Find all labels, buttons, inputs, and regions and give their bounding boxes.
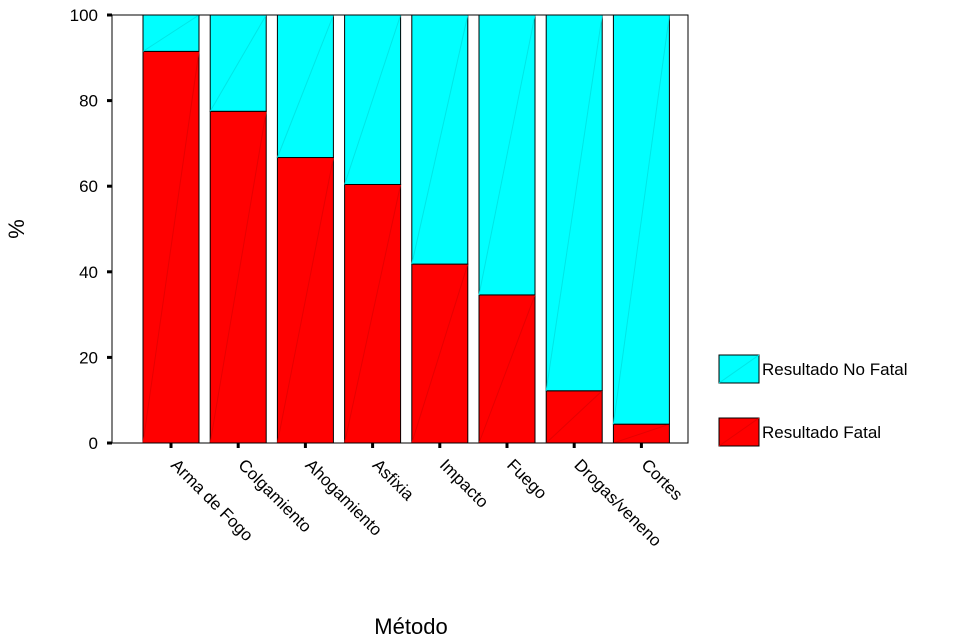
- bar-segment-shade: [612, 14, 670, 425]
- bar-segment-shade: [411, 263, 469, 444]
- bar-segment-shade: [276, 14, 334, 158]
- x-axis-title: Método: [374, 614, 447, 638]
- y-tick-label: 60: [79, 177, 98, 196]
- plot-frame: [111, 14, 689, 444]
- bar-segment-shade: [276, 157, 334, 444]
- x-tick-label: Cortes: [638, 455, 687, 504]
- bar-segment-shade: [209, 111, 267, 444]
- bar-segment-shade: [478, 294, 536, 444]
- x-tick-label: Impacto: [436, 455, 492, 511]
- legend-label: Resultado No Fatal: [762, 360, 908, 379]
- bar-segment-shade: [142, 51, 200, 444]
- x-tick-label: Fuego: [503, 455, 551, 503]
- bar-segment-shade: [545, 390, 603, 444]
- bar-segment-shade: [209, 14, 267, 112]
- bar-segment-shade: [545, 14, 603, 391]
- bar-segment-shade: [613, 423, 670, 444]
- y-tick-label: 100: [70, 6, 98, 25]
- bars-layer: [142, 14, 670, 444]
- legend-swatch-shade: [718, 354, 760, 384]
- x-tick-label: Asfixia: [369, 455, 418, 504]
- y-axis: 0 20 40 60 80 100: [70, 6, 112, 453]
- legend-swatch-shade: [718, 417, 760, 447]
- bar-segment-shade: [411, 14, 469, 265]
- x-axis: Arma de FogoColgamientoAhogamientoAsfixi…: [167, 443, 686, 550]
- y-axis-title: %: [4, 219, 29, 239]
- bar-segment-shade: [142, 14, 200, 52]
- legend-label: Resultado Fatal: [762, 423, 881, 442]
- y-tick-label: 20: [79, 348, 98, 367]
- y-tick-label: 80: [79, 92, 98, 111]
- y-tick-label: 40: [79, 263, 98, 282]
- bar-segment-shade: [344, 184, 402, 444]
- bar-segment-shade: [478, 14, 536, 296]
- bar-segment-shade: [344, 14, 402, 185]
- legend: Resultado No Fatal Resultado Fatal: [718, 354, 908, 447]
- y-tick-label: 0: [89, 434, 98, 453]
